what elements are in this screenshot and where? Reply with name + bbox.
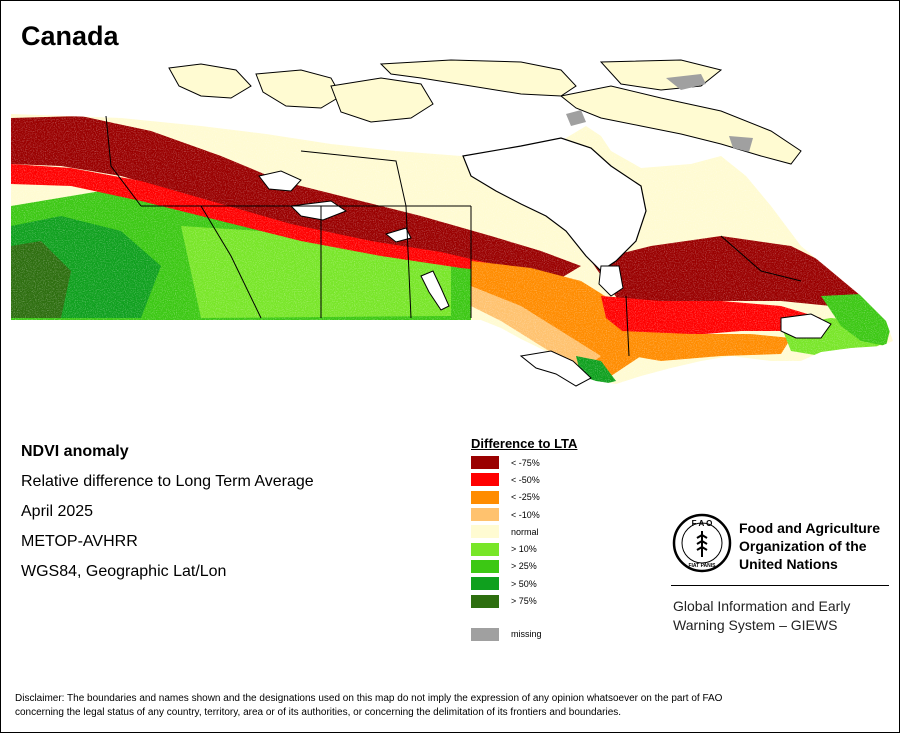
anomaly-map <box>11 59 893 387</box>
logo-letters: F A O <box>692 519 713 528</box>
missing-patch-2 <box>566 110 586 126</box>
provincial-boundaries <box>105 115 802 357</box>
organization-name: Food and Agriculture Organization of the… <box>739 519 899 573</box>
legend-item: < -25% <box>471 489 577 506</box>
legend-item: > 25% <box>471 558 577 575</box>
divider <box>671 585 889 586</box>
legend-swatch <box>471 525 499 539</box>
legend-label: < -25% <box>511 492 540 503</box>
mainland <box>11 114 893 384</box>
legend-item: > 50% <box>471 575 577 592</box>
legend-swatch <box>471 456 499 470</box>
map-title: Canada <box>21 21 119 51</box>
legend-item-missing: missing <box>471 626 577 643</box>
disclaimer: Disclaimer: The boundaries and names sho… <box>15 692 885 720</box>
legend-swatch <box>471 559 499 573</box>
lake-athabasca <box>384 227 412 243</box>
disclaimer-line: concerning the legal status of any count… <box>15 707 622 718</box>
legend-item: < -50% <box>471 471 577 488</box>
sensor: METOP-AVHRR <box>21 533 138 550</box>
arctic-islands <box>168 59 802 165</box>
legend-swatch <box>471 542 499 556</box>
giews-line: Warning System – GIEWS <box>673 617 838 633</box>
legend-label: > 25% <box>511 561 537 572</box>
arctic-island-west <box>168 63 252 99</box>
legend-item: < -10% <box>471 506 577 523</box>
legend-label: > 50% <box>511 578 537 589</box>
legend-spacer <box>471 610 577 626</box>
legend-label: normal <box>511 526 539 537</box>
texture-speckle <box>11 114 893 384</box>
james-bay <box>598 265 624 297</box>
legend-swatch <box>471 577 499 591</box>
boundary-nwt-nunavut <box>300 150 407 207</box>
legend-swatch <box>471 594 499 608</box>
water-bodies <box>258 137 832 387</box>
map-info: NDVI anomaly Relative difference to Long… <box>21 441 314 591</box>
organization-name-line: United Nations <box>739 556 838 572</box>
legend-swatch <box>471 627 499 641</box>
boundary-bc-alberta <box>200 205 262 319</box>
projection: WGS84, Geographic Lat/Lon <box>21 563 227 580</box>
boundary-saskatchewan-manitoba <box>405 205 412 319</box>
logo-inner-ring <box>681 522 723 564</box>
legend-swatch <box>471 473 499 487</box>
period: April 2025 <box>21 503 94 520</box>
legend-item: > 10% <box>471 540 577 557</box>
organization-name-line: Food and Agriculture <box>739 520 881 536</box>
legend-item: > 75% <box>471 592 577 609</box>
legend-swatch <box>471 508 499 522</box>
legend-label: < -75% <box>511 457 540 468</box>
legend-title: Difference to LTA <box>471 436 578 451</box>
missing-patch-3 <box>729 136 753 152</box>
legend-label: < -50% <box>511 474 540 485</box>
product-description: Relative difference to Long Term Average <box>21 473 314 490</box>
victoria-island <box>330 77 434 123</box>
legend-label: missing <box>511 629 542 640</box>
legend-item: < -75% <box>471 454 577 471</box>
legend-label: > 75% <box>511 596 537 607</box>
legend-label: > 10% <box>511 544 537 555</box>
boundary-yukon-nwt <box>105 115 142 207</box>
disclaimer-line: Disclaimer: The boundaries and names sho… <box>15 693 723 704</box>
great-lakes <box>519 350 592 387</box>
giews-name: Global Information and Early Warning Sys… <box>673 597 893 635</box>
boundary-quebec-labrador <box>720 235 802 282</box>
logo-outer-ring <box>672 513 732 573</box>
wheat-ear-icon <box>696 531 708 557</box>
legend-swatch <box>471 490 499 504</box>
lake-winnipeg <box>420 270 450 311</box>
legend-label: < -10% <box>511 509 540 520</box>
ellesmere-island <box>599 59 723 91</box>
logo-motto: FIAT PANIS <box>688 563 716 569</box>
legend-item: normal <box>471 523 577 540</box>
organization-name-line: Organization of the <box>739 538 867 554</box>
boundary-ontario-quebec <box>625 295 630 357</box>
great-bear-lake <box>258 170 302 192</box>
hudson-bay <box>462 137 647 272</box>
fao-logo: F A O FIAT PANIS <box>672 513 732 573</box>
missing-patch-1 <box>666 74 706 90</box>
arctic-island-central <box>255 69 342 109</box>
legend: Difference to LTA < -75% < -50% < -25% <… <box>471 436 577 643</box>
gulf-of-st-lawrence <box>780 313 832 339</box>
product-name: NDVI anomaly <box>21 443 129 460</box>
giews-line: Global Information and Early <box>673 598 851 614</box>
